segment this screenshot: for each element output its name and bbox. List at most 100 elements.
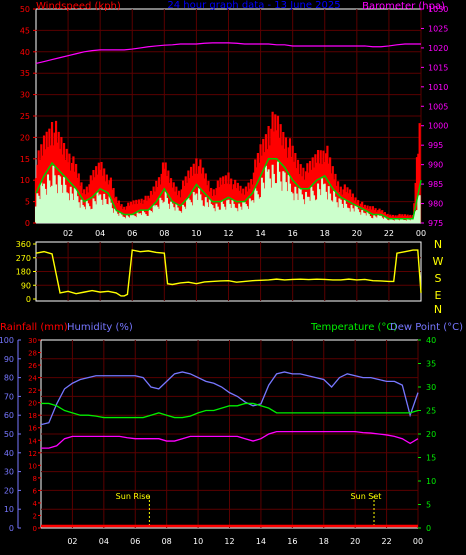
direction-tick-label: 360 <box>16 240 31 249</box>
sunrise-label: Sun Rise <box>116 492 151 501</box>
rainfall-tick-label: 28 <box>28 350 37 358</box>
barometer-series <box>35 42 421 65</box>
rainfall-tick-label: 8 <box>33 475 37 483</box>
barometer-tick-label: 1010 <box>428 83 448 92</box>
climate-x-tick-label: 06 <box>130 537 140 546</box>
wind-x-tick-label: 18 <box>320 229 330 238</box>
compass-w: W <box>433 255 444 268</box>
direction-panel: 0 90 180 270 360 <box>16 240 422 304</box>
direction-tick-label: 90 <box>21 281 31 290</box>
windspeed-tick-label: 15 <box>20 155 30 164</box>
barometer-axis: 975 980 985 990 995 1000 1005 1010 1015 1020 1025 1… <box>421 5 448 228</box>
dewpoint-line <box>41 430 419 449</box>
windspeed-tick-label: 35 <box>20 69 30 78</box>
temperature-tick-label: 15 <box>426 454 436 463</box>
direction-tick-label: 270 <box>16 254 31 263</box>
temperature-tick-label: 30 <box>426 383 436 392</box>
temperature-tick-label: 0 <box>426 524 431 533</box>
compass-n-bottom: N <box>434 303 442 316</box>
temperature-label: Temperature (°C) <box>310 322 397 333</box>
temperature-tick-label: 40 <box>426 336 436 345</box>
climate-x-tick-label: 12 <box>224 537 234 546</box>
wind-x-tick-label: 08 <box>159 229 169 238</box>
direction-series <box>35 249 422 297</box>
temperature-line <box>41 402 419 419</box>
compass-s: S <box>435 272 442 285</box>
wind-x-tick-label: 16 <box>288 229 298 238</box>
graph-title: 24 hour graph data - 13 June 2025 <box>167 0 340 11</box>
temperature-tick-label: 25 <box>426 407 436 416</box>
humidity-tick-label: 100 <box>0 336 14 345</box>
windspeed-tick-label: 0 <box>25 219 30 228</box>
wind-x-tick-label: 04 <box>95 229 105 238</box>
rainfall-tick-label: 22 <box>28 387 37 395</box>
humidity-tick-label: 20 <box>4 486 14 495</box>
humidity-tick-label: 80 <box>4 374 14 383</box>
rainfall-label: Rainfall (mm) <box>0 322 68 333</box>
rainfall-tick-label: 26 <box>28 362 37 370</box>
barometer-tick-label: 1025 <box>428 24 448 33</box>
rainfall-tick-label: 6 <box>33 487 38 495</box>
humidity-axis: 0 10 20 30 40 50 60 70 80 90 100 <box>0 336 21 533</box>
humidity-label: Humidity (%) <box>67 322 133 333</box>
humidity-tick-label: 90 <box>4 355 14 364</box>
direction-tick-label: 180 <box>16 268 31 277</box>
wind-x-tick-label: 02 <box>63 229 73 238</box>
windspeed-tick-label: 45 <box>20 26 30 35</box>
humidity-tick-label: 50 <box>4 430 14 439</box>
temperature-tick-label: 35 <box>426 360 436 369</box>
humidity-tick-label: 10 <box>4 505 14 514</box>
windspeed-axis: 0 5 10 15 20 25 30 35 40 45 50 <box>20 5 36 228</box>
wind-x-tick-label: 22 <box>384 229 394 238</box>
rainfall-tick-label: 12 <box>28 450 37 458</box>
climate-x-tick-label: 02 <box>67 537 77 546</box>
rainfall-tick-label: 10 <box>28 462 37 470</box>
climate-x-tick-label: 10 <box>193 537 203 546</box>
windspeed-tick-label: 5 <box>25 198 30 207</box>
barometer-tick-label: 1015 <box>428 63 448 72</box>
wind-x-axis: 02 04 06 08 10 12 14 16 18 20 22 00 <box>63 229 426 238</box>
barometer-tick-label: 980 <box>428 200 443 209</box>
humidity-line <box>40 371 419 426</box>
wind-x-tick-label: 20 <box>352 229 362 238</box>
temperature-axis: 0 5 10 15 20 25 30 35 40 <box>418 336 436 533</box>
compass-e: E <box>435 289 442 302</box>
direction-line <box>35 249 422 297</box>
rainfall-tick-label: 0 <box>33 525 37 533</box>
dewpoint-label: Dew Point (°C) <box>390 322 463 333</box>
barometer-tick-label: 1005 <box>428 102 448 111</box>
windspeed-tick-label: 10 <box>20 176 30 185</box>
wind-x-tick-label: 00 <box>416 229 426 238</box>
rainfall-tick-label: 14 <box>28 437 37 445</box>
rainfall-tick-label: 24 <box>28 375 37 383</box>
direction-axis: 0 90 180 270 360 <box>16 240 36 304</box>
average-series <box>35 158 422 223</box>
wind-x-tick-label: 10 <box>191 229 201 238</box>
climate-grid <box>41 340 419 528</box>
climate-x-tick-label: 08 <box>162 537 172 546</box>
direction-grid <box>36 242 421 301</box>
wind-x-tick-label: 12 <box>223 229 233 238</box>
wind-x-tick-label: 06 <box>127 229 137 238</box>
climate-x-tick-label: 20 <box>350 537 360 546</box>
rainfall-tick-label: 16 <box>28 425 37 433</box>
average-line <box>35 158 422 220</box>
humidity-tick-label: 0 <box>9 524 14 533</box>
rainfall-tick-label: 30 <box>28 337 37 345</box>
windspeed-tick-label: 30 <box>20 91 30 100</box>
compass-n-top: N <box>434 238 442 251</box>
windspeed-tick-label: 20 <box>20 133 30 142</box>
climate-series <box>40 371 419 528</box>
temperature-tick-label: 5 <box>426 501 431 510</box>
windspeed-tick-label: 40 <box>20 48 30 57</box>
sunset-label: Sun Set <box>351 492 382 501</box>
barometer-tick-label: 985 <box>428 180 443 189</box>
sun-markers <box>148 496 375 528</box>
wind-x-tick-label: 14 <box>255 229 265 238</box>
barometer-line <box>35 42 421 65</box>
rainfall-tick-label: 20 <box>28 400 37 408</box>
climate-x-tick-label: 04 <box>99 537 109 546</box>
